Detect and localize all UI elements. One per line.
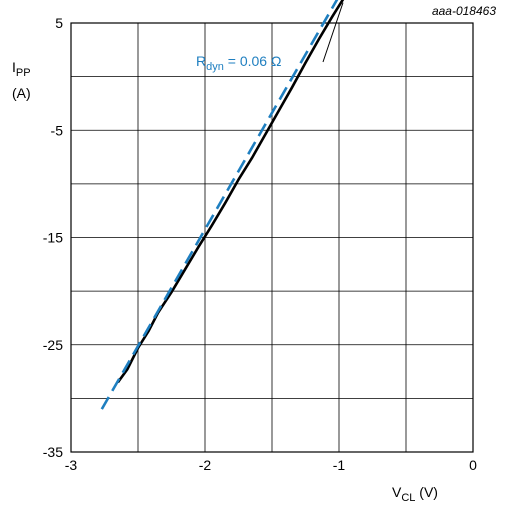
- x-tick-labels: -3 -2 -1 0: [65, 457, 477, 473]
- x-axis-unit: (V): [415, 484, 438, 500]
- y-axis-label-main: I: [12, 59, 16, 75]
- y-tick-label: 5: [55, 15, 63, 31]
- annotation-value: = 0.06 Ω: [224, 53, 282, 69]
- figure-reference-code: aaa-018463: [432, 4, 496, 18]
- y-tick-label: -15: [43, 230, 63, 246]
- y-axis-unit: (A): [12, 85, 31, 101]
- y-tick-label: -5: [51, 122, 64, 138]
- annotation-main: R: [196, 53, 206, 69]
- x-axis-label-main: V: [392, 484, 402, 500]
- x-tick-label: -3: [65, 457, 78, 473]
- series-fit-line: [100, 0, 339, 410]
- x-tick-label: -2: [199, 457, 212, 473]
- y-axis-label-subscript: PP: [16, 67, 31, 79]
- x-tick-label: 0: [469, 457, 477, 473]
- series-layer: [100, 0, 345, 410]
- grid: [70, 22, 474, 453]
- x-axis-label: VCL (V): [392, 484, 438, 504]
- x-axis-label-subscript: CL: [401, 492, 415, 504]
- y-tick-labels: 5 -5 -15 -25 -35: [43, 15, 63, 460]
- y-axis-label: IPP: [12, 59, 31, 79]
- annotation-rdyn: Rdyn = 0.06 Ω: [196, 53, 281, 73]
- annotation-leader-line: [322, 2, 344, 63]
- y-tick-label: -35: [43, 444, 63, 460]
- annotation-subscript: dyn: [206, 61, 224, 73]
- y-tick-label: -25: [43, 337, 63, 353]
- plot-frame: [70, 22, 474, 453]
- x-tick-label: -1: [333, 457, 346, 473]
- series-measured-line: [116, 0, 345, 384]
